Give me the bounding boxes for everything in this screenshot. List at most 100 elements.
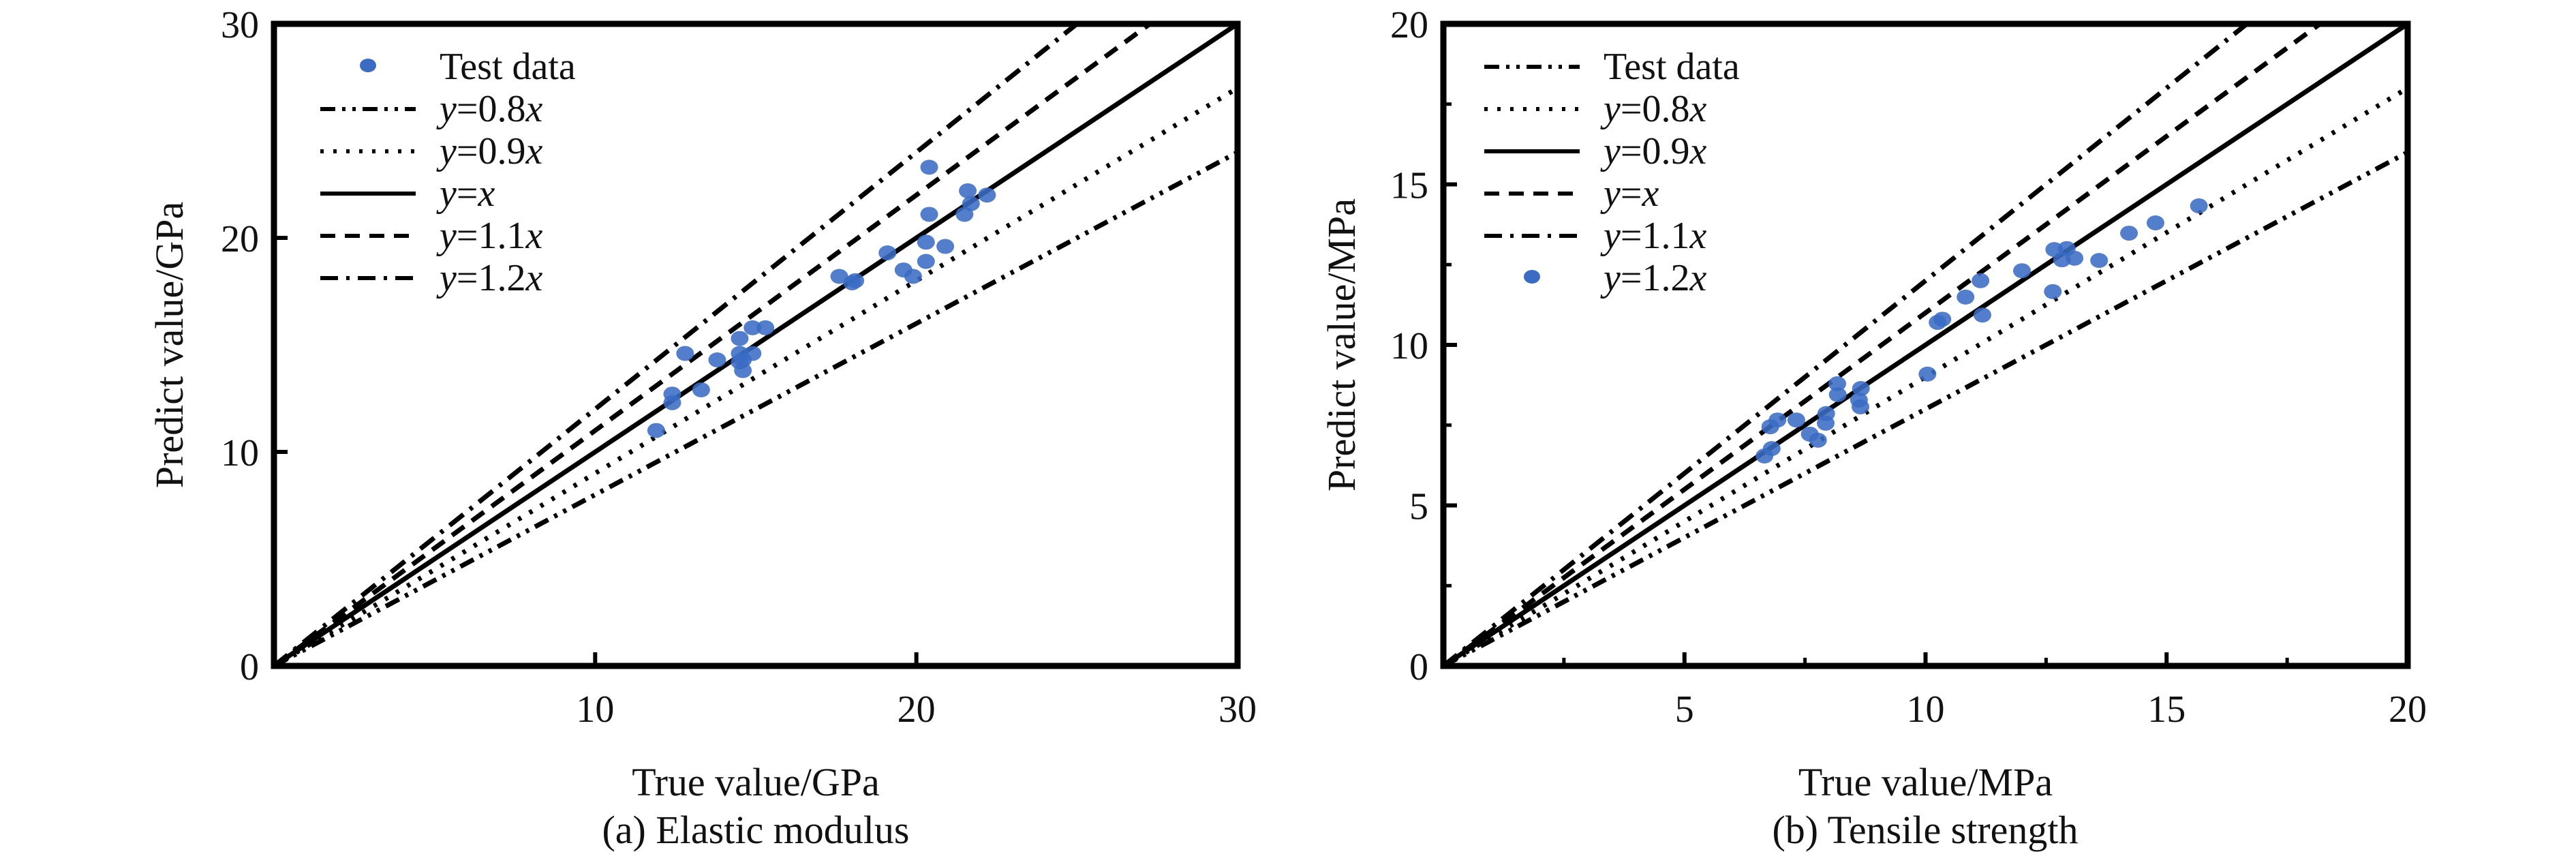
ref-line-y-x: [274, 24, 1238, 666]
data-point: [692, 382, 710, 397]
legend-label: y=1.2x: [1600, 257, 1706, 299]
legend-label: y=x: [1600, 172, 1659, 215]
data-point: [663, 395, 681, 410]
data-point: [1768, 412, 1787, 428]
y-axis-title: Predict value/MPa: [1319, 198, 1364, 491]
data-point: [1828, 387, 1847, 403]
data-point: [978, 187, 996, 203]
y-tick-label: 20: [221, 218, 259, 260]
y-tick-label: 0: [1409, 646, 1428, 688]
data-point: [1809, 432, 1827, 448]
panel-b-tensile-strength: 5 10 15 20 0 5 10 15 20 Test datay=0.8xy=0.9xy=x…: [1319, 4, 2427, 852]
data-point: [1972, 273, 1990, 288]
legend-label: Test data: [1604, 46, 1740, 88]
ref-line-y-x: [1443, 24, 2408, 666]
data-point: [1957, 289, 1975, 305]
legend-label: Test data: [440, 46, 576, 88]
data-point: [1828, 376, 1847, 391]
legend-label: y=1.1x: [436, 215, 542, 257]
ref-line-y-1-1x: [1443, 24, 2325, 666]
x-axis-title: True value/MPa: [1798, 760, 2053, 804]
data-point: [1851, 399, 1869, 414]
data-point: [904, 269, 922, 284]
ref-line-y-0-8x: [274, 150, 1238, 666]
legend-marker: [1524, 270, 1540, 284]
data-point: [647, 423, 665, 438]
data-point: [2120, 226, 2138, 241]
legend-label: y=0.9x: [436, 130, 542, 172]
data-point: [2146, 215, 2164, 231]
legend-label: y=0.8x: [1600, 88, 1706, 130]
legend-item: y=1.1x: [1484, 215, 1706, 257]
data-point: [2190, 198, 2208, 214]
legend-item: y=0.8x: [320, 88, 542, 130]
y-axis-title: Predict value/GPa: [147, 202, 191, 488]
x-tick-label: 10: [576, 688, 614, 731]
data-point: [955, 207, 974, 222]
x-tick-label: 10: [1907, 688, 1945, 731]
y-tick-label: 0: [240, 646, 259, 688]
ref-line-y-1-2x: [1443, 24, 2251, 666]
legend-label: y=0.8x: [436, 88, 542, 130]
legend-label: y=1.2x: [436, 257, 542, 299]
legend-item: y=0.9x: [1484, 130, 1706, 172]
ref-line-y-0-8x: [1443, 150, 2408, 666]
data-point: [936, 239, 955, 254]
y-tick-label: 20: [1390, 4, 1428, 46]
ref-line-y-0-9x: [274, 86, 1238, 666]
legend-marker: [360, 59, 376, 72]
reference-lines: [1443, 24, 2408, 666]
y-tick-label: 10: [221, 432, 259, 474]
legend-item: Test data: [360, 46, 576, 88]
legend-item: y=1.2x: [320, 257, 542, 299]
data-point: [731, 331, 749, 346]
data-point: [1787, 412, 1805, 428]
legend-item: y=0.8x: [1484, 88, 1706, 130]
y-tick-label: 5: [1409, 486, 1428, 528]
data-point: [917, 234, 935, 250]
data-point: [2013, 263, 2031, 279]
data-point: [1933, 311, 1952, 327]
data-point: [756, 320, 775, 335]
data-point: [843, 275, 861, 290]
data-point: [2066, 250, 2084, 266]
y-tick-label: 30: [221, 4, 259, 46]
data-point: [708, 352, 726, 367]
tick-labels: 10 20 30 0 10 20 30: [221, 4, 1257, 731]
data-point: [743, 320, 762, 335]
data-point: [2044, 284, 2062, 299]
legend-item: y=x: [320, 172, 495, 215]
data-point: [830, 269, 848, 284]
data-point: [1852, 381, 1870, 397]
y-tick-label: 15: [1390, 165, 1428, 207]
x-tick-label: 30: [1218, 688, 1257, 731]
data-point: [1918, 366, 1937, 382]
data-point: [734, 363, 752, 378]
x-tick-label: 20: [898, 688, 936, 731]
scatter-points: [1755, 198, 2208, 463]
legend-label: y=x: [436, 172, 495, 215]
data-point: [920, 159, 938, 175]
legend-item: Test data: [1484, 46, 1740, 88]
x-axis-title: True value/GPa: [632, 760, 880, 804]
data-point: [920, 207, 938, 222]
legend-label: y=1.1x: [1600, 215, 1706, 257]
data-point: [2090, 253, 2109, 269]
data-point: [676, 346, 694, 361]
legend-item: y=0.9x: [320, 130, 542, 172]
tick-labels: 5 10 15 20 0 5 10 15 20: [1390, 4, 2427, 731]
data-point: [1817, 406, 1835, 421]
legend-item: y=1.1x: [320, 215, 542, 257]
legend-item: y=x: [1484, 172, 1659, 215]
legend-label: y=0.9x: [1600, 130, 1706, 172]
x-tick-label: 5: [1675, 688, 1694, 731]
plot-frame: [271, 20, 1241, 669]
panel-caption: (a) Elastic modulus: [602, 808, 909, 852]
panel-caption: (b) Tensile strength: [1772, 808, 2078, 852]
axis-ticks: [1443, 102, 2289, 666]
x-tick-label: 15: [2147, 688, 2186, 731]
